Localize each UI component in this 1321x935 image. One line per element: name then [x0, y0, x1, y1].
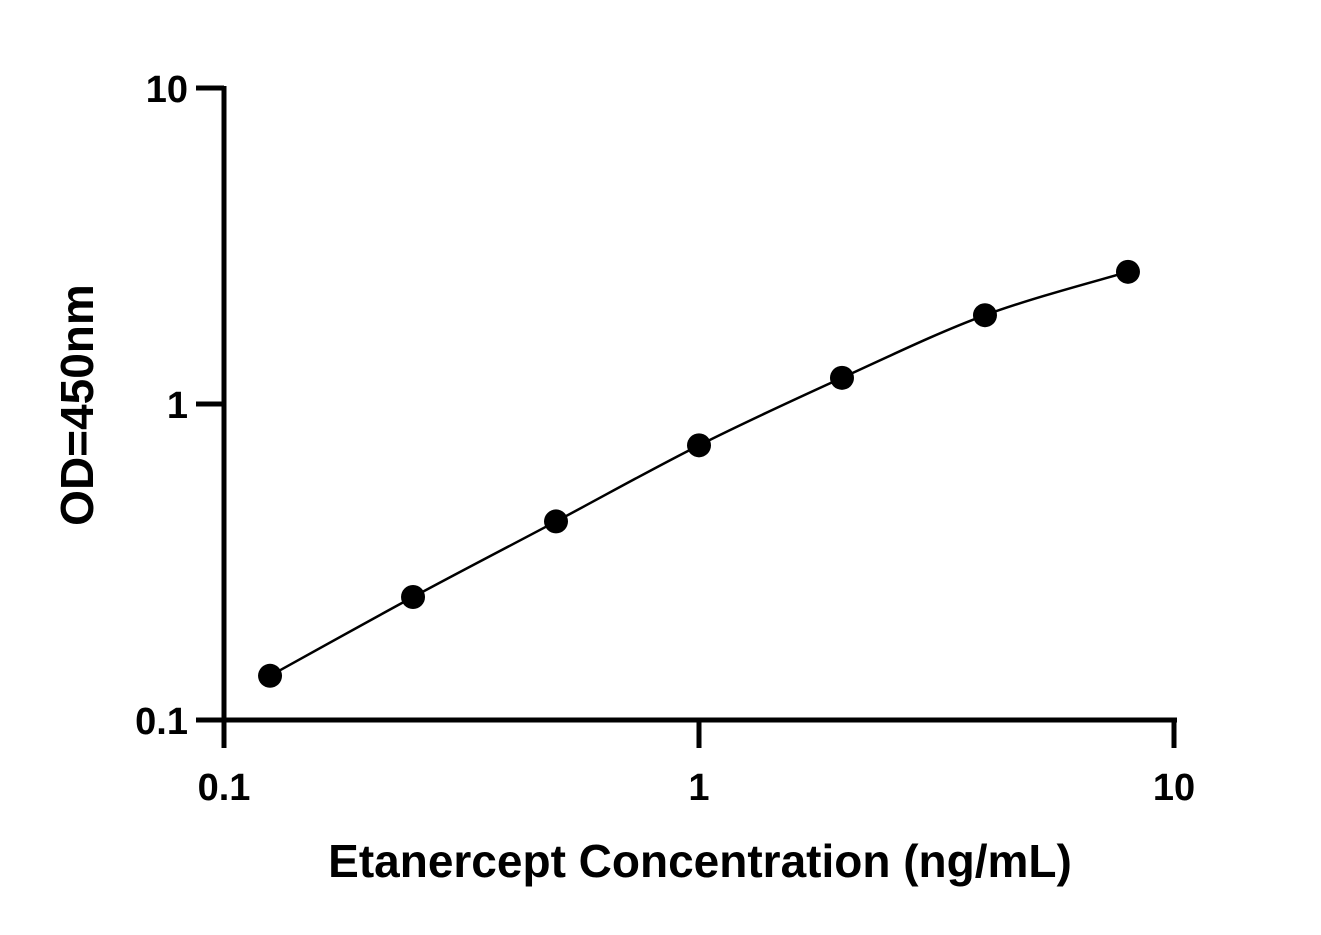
- x-tick-label: 1: [688, 767, 709, 809]
- axes: [221, 86, 1177, 723]
- data-point: [401, 585, 426, 610]
- y-tick-label: 0.1: [135, 701, 188, 743]
- data-point: [544, 509, 569, 534]
- x-tick-label: 10: [1153, 767, 1195, 809]
- y-tick-label: 1: [167, 385, 188, 427]
- data-point: [829, 365, 854, 390]
- data-point: [258, 663, 283, 688]
- data-point: [972, 303, 997, 328]
- y-ticks: 0.1 1 10: [135, 69, 224, 743]
- data-points: [258, 259, 1140, 688]
- data-point: [687, 433, 711, 458]
- y-axis-title: OD=450nm: [51, 284, 103, 526]
- fit-curve: [269, 270, 1129, 677]
- y-tick-label: 10: [146, 69, 188, 111]
- x-ticks: 0.1 1 10: [198, 720, 1195, 809]
- data-point: [1115, 259, 1140, 284]
- x-axis-title: Etanercept Concentration (ng/mL): [328, 835, 1072, 887]
- x-tick-label: 0.1: [198, 767, 251, 809]
